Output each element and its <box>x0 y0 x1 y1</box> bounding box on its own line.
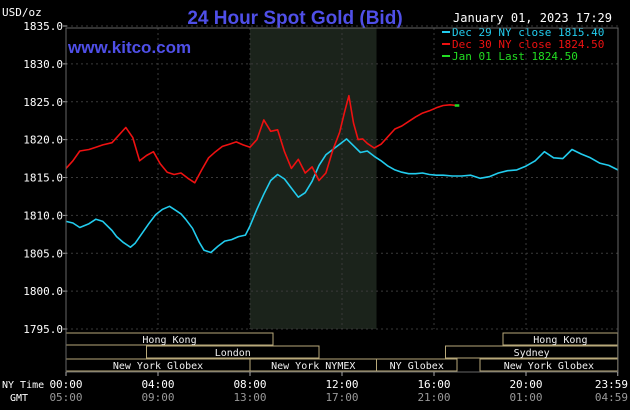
session-label: New York NYMEX <box>271 361 355 372</box>
price-series <box>65 94 619 254</box>
y-tick-label: 1800.0 <box>23 285 63 298</box>
session-label: NY Globex <box>390 361 444 372</box>
legend-entry: Dec 30 NY close 1824.50 <box>452 38 604 51</box>
x-tick-label-ny: 23:59 <box>595 378 628 391</box>
session-label: Hong Kong <box>142 335 196 346</box>
x-tick-label-gmt: 21:00 <box>417 391 450 404</box>
x-tick-label-ny: 04:00 <box>141 378 174 391</box>
x-tick-label-gmt: 01:00 <box>509 391 542 404</box>
x-tick-label-ny: 12:00 <box>325 378 358 391</box>
watermark: www.kitco.com <box>67 38 191 57</box>
x-tick-label-gmt: 17:00 <box>325 391 358 404</box>
ny-time-row-label: NY Time <box>2 380 44 391</box>
session-bar <box>376 358 458 372</box>
x-tick-label-gmt: 13:00 <box>233 391 266 404</box>
x-tick-label-gmt: 05:00 <box>49 391 82 404</box>
y-tick-label: 1835.0 <box>23 20 63 33</box>
series-line <box>65 94 458 184</box>
x-tick-label-ny: 00:00 <box>49 378 82 391</box>
y-tick-label: 1830.0 <box>23 58 63 71</box>
legend-entry: Jan 01 Last 1824.50 <box>452 50 578 63</box>
session-bar <box>146 345 320 359</box>
session-label: New York Globex <box>504 361 594 372</box>
session-label: Hong Kong <box>533 335 587 346</box>
x-tick-label-gmt: 04:59 <box>595 391 628 404</box>
x-tick-label-gmt: 09:00 <box>141 391 174 404</box>
gmt-row-label: GMT <box>10 393 28 404</box>
y-tick-label: 1810.0 <box>23 209 63 222</box>
y-axis-ticks: 1835.0 1830.0 1825.0 1820.0 1815.0 1810.0 1805… <box>23 20 67 336</box>
x-tick-label-ny: 08:00 <box>233 378 266 391</box>
grid-lines <box>66 25 618 330</box>
chart-title: 24 Hour Spot Gold (Bid) <box>187 8 402 29</box>
y-tick-label: 1815.0 <box>23 172 63 185</box>
session-label: Sydney <box>514 348 550 359</box>
x-tick-label-ny: 20:00 <box>509 378 542 391</box>
y-tick-label: 1820.0 <box>23 134 63 147</box>
legend-entry: Dec 29 NY close 1815.40 <box>452 26 604 39</box>
y-tick-label: 1805.0 <box>23 247 63 260</box>
chart-timestamp: January 01, 2023 17:29 <box>453 11 612 25</box>
y-tick-label: 1825.0 <box>23 96 63 109</box>
y-tick-label: 1795.0 <box>23 323 63 336</box>
x-tick-label-ny: 16:00 <box>417 378 450 391</box>
session-label: New York Globex <box>113 361 203 372</box>
trading-sessions: Hong Kong London New York Globex New York N… <box>65 332 619 372</box>
session-label: London <box>215 348 251 359</box>
y-axis-unit-label: USD/oz <box>2 6 42 19</box>
